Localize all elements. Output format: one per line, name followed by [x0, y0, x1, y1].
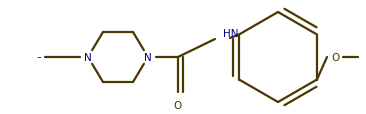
- Text: -: -: [36, 51, 41, 64]
- Text: HN: HN: [223, 29, 239, 39]
- Text: O: O: [174, 100, 182, 110]
- Text: N: N: [144, 53, 152, 62]
- Text: N: N: [84, 53, 92, 62]
- Text: O: O: [331, 53, 339, 62]
